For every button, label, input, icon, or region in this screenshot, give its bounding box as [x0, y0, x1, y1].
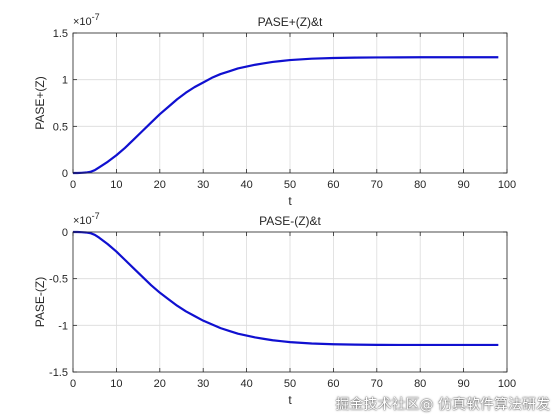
- x-tick-label: 30: [197, 179, 209, 191]
- x-tick-label: 90: [457, 378, 469, 390]
- y-tick-label: 1.5: [53, 28, 68, 40]
- x-axis-label: t: [288, 393, 292, 407]
- x-tick-label: 60: [327, 378, 339, 390]
- chart-title: PASE+(Z)&t: [258, 15, 323, 29]
- x-tick-label: 20: [154, 179, 166, 191]
- x-tick-label: 50: [284, 179, 296, 191]
- x-tick-label: 10: [110, 378, 122, 390]
- y-tick-label: 0.5: [53, 121, 68, 133]
- x-tick-label: 90: [457, 179, 469, 191]
- x-tick-label: 70: [371, 378, 383, 390]
- x-tick-label: 80: [414, 378, 426, 390]
- chart-title: PASE-(Z)&t: [259, 214, 321, 228]
- y-tick-label: -1: [58, 320, 68, 332]
- x-tick-label: 40: [240, 179, 252, 191]
- y-exponent-label: ×10-7: [73, 211, 100, 227]
- x-tick-label: 50: [284, 378, 296, 390]
- x-tick-label: 0: [70, 179, 76, 191]
- x-tick-label: 10: [110, 179, 122, 191]
- x-tick-label: 70: [371, 179, 383, 191]
- x-tick-label: 80: [414, 179, 426, 191]
- x-tick-label: 20: [154, 378, 166, 390]
- y-tick-label: 1: [62, 75, 68, 87]
- y-axis-label: PASE+(Z): [33, 76, 47, 129]
- x-tick-label: 100: [498, 378, 516, 390]
- y-tick-label: -0.5: [49, 274, 68, 286]
- y-tick-label: -1.5: [49, 367, 68, 379]
- series-line: [73, 56, 499, 175]
- x-tick-label: 30: [197, 378, 209, 390]
- x-tick-label: 40: [240, 378, 252, 390]
- y-tick-label: 0: [62, 227, 68, 239]
- y-axis-label: PASE-(Z): [33, 277, 47, 327]
- chart-panel-1: 0 10 20 30 40 50 60 70 80 90 100 0 0.5 1 1.5 ×10-7 PASE+…: [33, 12, 516, 208]
- y-tick-label: 0: [62, 168, 68, 180]
- x-tick-label: 0: [70, 378, 76, 390]
- chart-panel-2: 0 10 20 30 40 50 60 70 80 90 100 0 -0.5 -1 -1.5 ×10-7 PA…: [33, 211, 516, 407]
- x-tick-label: 60: [327, 179, 339, 191]
- series-line: [73, 230, 499, 347]
- x-axis-label: t: [288, 194, 292, 208]
- watermark-text: 掘金技术社区@ 仿真软件算法研发: [335, 397, 550, 413]
- x-tick-label: 100: [498, 179, 516, 191]
- y-exponent-label: ×10-7: [73, 12, 100, 28]
